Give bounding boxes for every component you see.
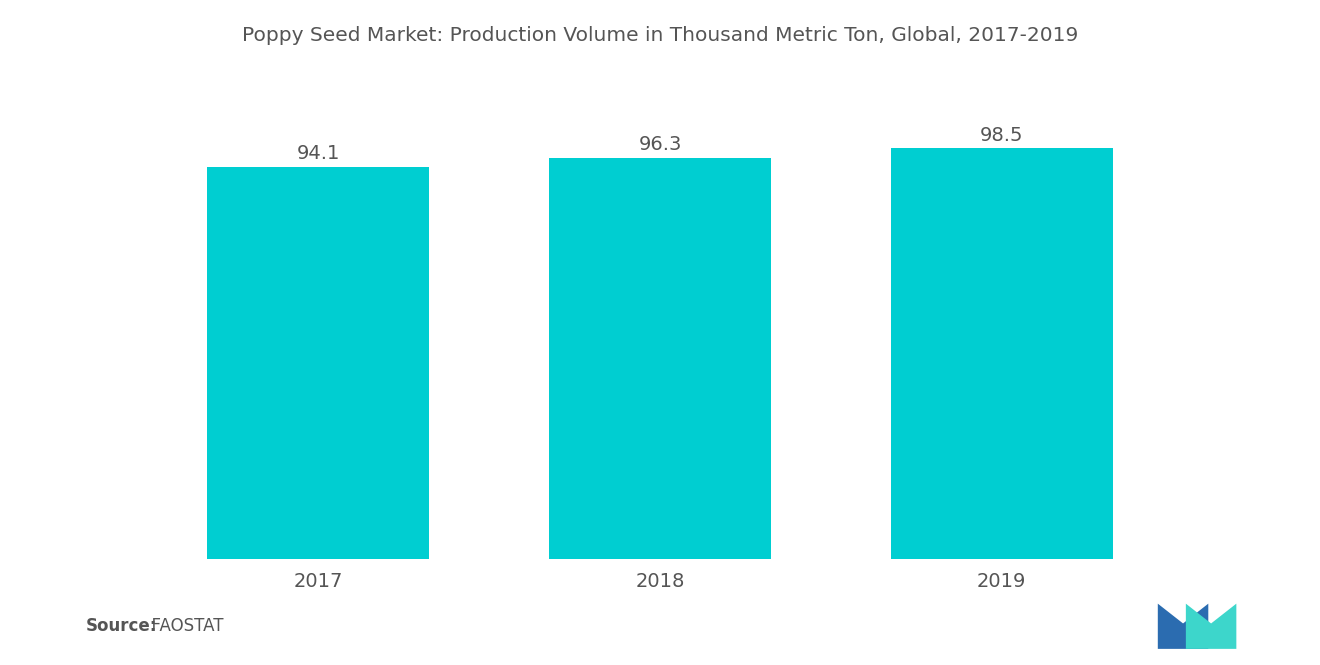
Bar [891,148,1113,559]
Text: 94.1: 94.1 [297,144,341,164]
Text: 98.5: 98.5 [979,126,1023,145]
Bar [549,158,771,559]
Polygon shape [1158,604,1208,649]
Text: 96.3: 96.3 [639,135,681,154]
Title: Poppy Seed Market: Production Volume in Thousand Metric Ton, Global, 2017-2019: Poppy Seed Market: Production Volume in … [242,26,1078,45]
Text: FAOSTAT: FAOSTAT [141,617,224,635]
Polygon shape [1185,604,1237,649]
Bar [207,167,429,559]
Text: Source:: Source: [86,617,157,635]
